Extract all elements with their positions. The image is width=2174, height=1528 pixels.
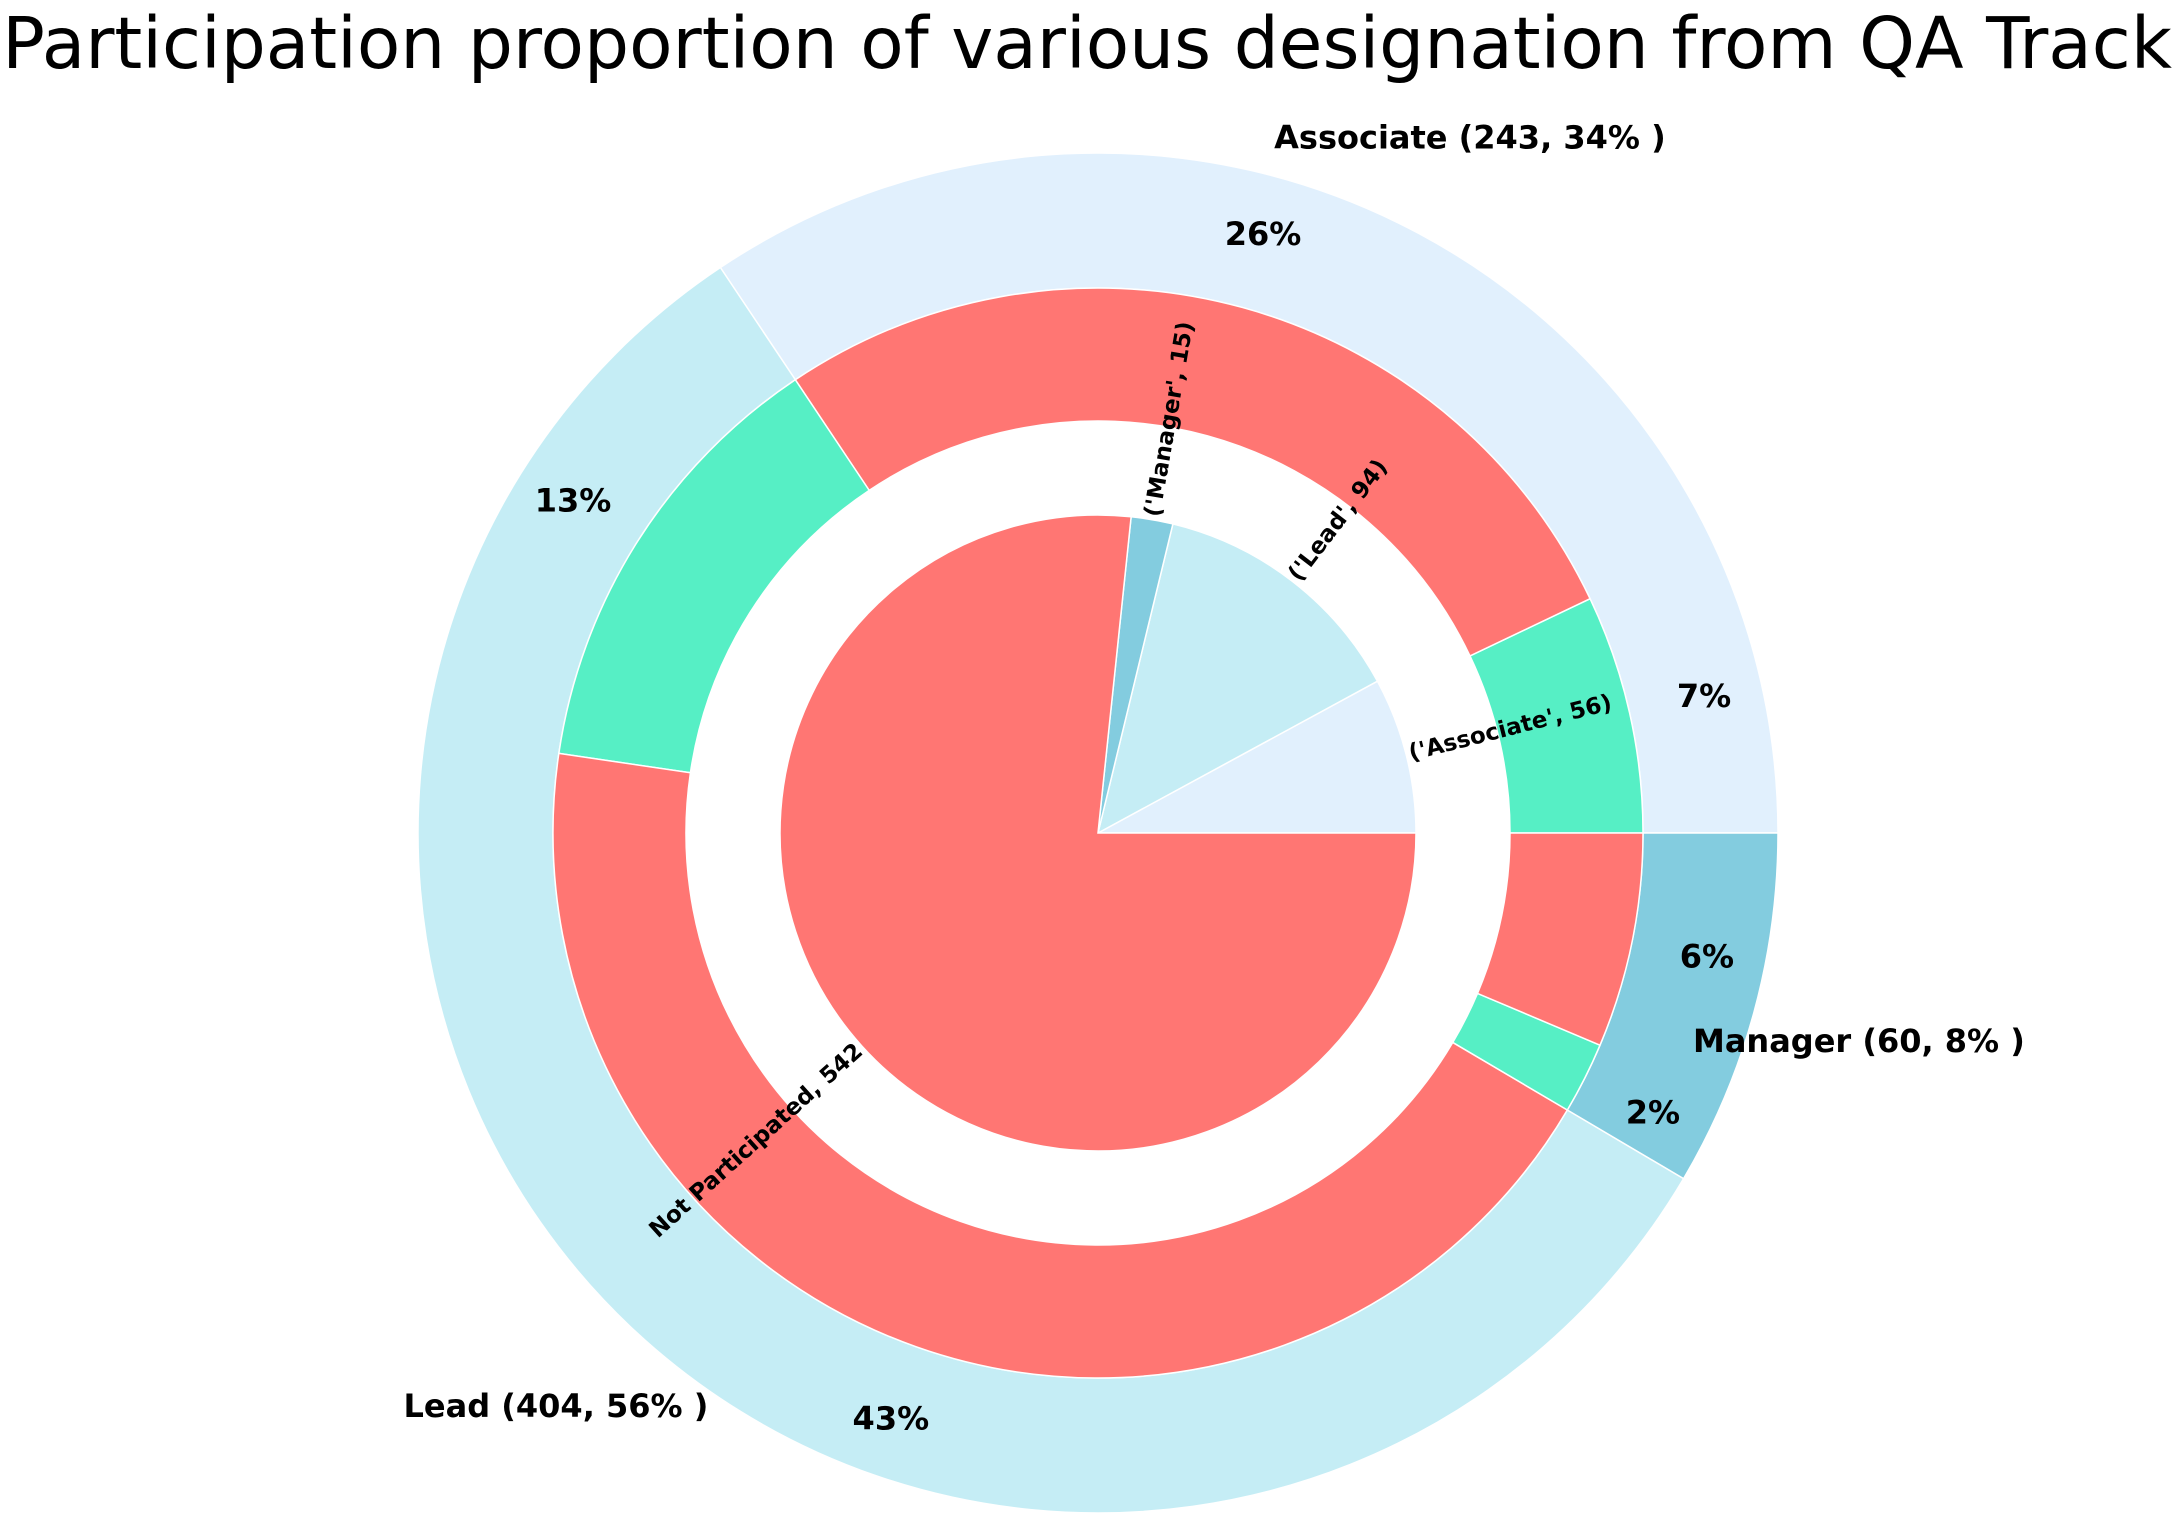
middle-slice-lead-3 [552, 752, 1569, 1379]
outer-label-0: Associate (243, 34% ) [1274, 118, 1666, 156]
middle-label-5: 6% [1680, 937, 1734, 975]
inner-slice-0 [1097, 680, 1417, 834]
middle-label-1: 26% [1225, 215, 1302, 253]
middle-label-4: 2% [1626, 1093, 1680, 1131]
outer-label-1: Lead (404, 56% ) [404, 1387, 709, 1425]
middle-label-2: 13% [535, 482, 612, 520]
middle-slice-associate-1 [794, 287, 1592, 657]
middle-slice-manager-5 [1476, 832, 1644, 1047]
inner-slice-3 [779, 514, 1417, 1152]
inner-slice-1 [1096, 523, 1379, 835]
middle-label-0: 7% [1677, 677, 1731, 715]
outer-label-2: Manager (60, 8% ) [1693, 1022, 2025, 1060]
chart-title: Participation proportion of various desi… [2, 2, 2172, 85]
middle-label-3: 43% [853, 1400, 930, 1438]
